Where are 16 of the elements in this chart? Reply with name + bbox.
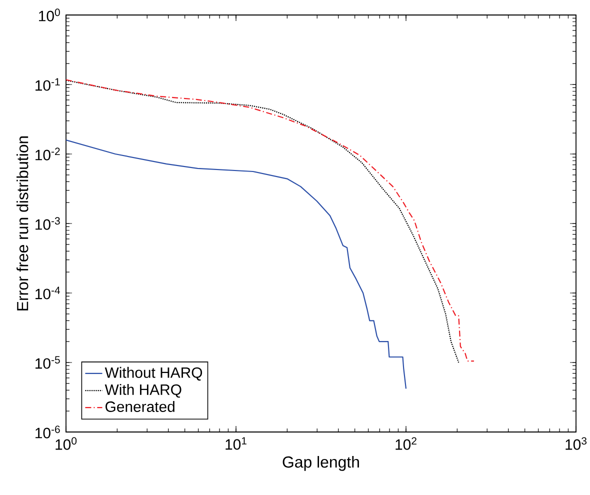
legend-label: Generated	[106, 401, 174, 412]
x-axis-title: Gap length	[282, 456, 359, 471]
x-tick-label: 10$^{0}$	[56, 437, 77, 450]
x-tick-label: 10$^{3}$	[566, 437, 587, 450]
y-tick-label: 10$^{-2}$	[36, 148, 60, 160]
y-tick-label: 10$^{-5}$	[36, 356, 60, 369]
y-axis-title: Error free run distribution	[16, 136, 28, 310]
y-tick-label: 10$^{-3}$	[36, 217, 60, 230]
legend-label: Without HARQ	[104, 366, 202, 381]
y-tick-label: 10$^{0}$	[39, 8, 60, 22]
y-tick-label: 10$^{-6}$	[36, 426, 60, 438]
legend-label: With HARQ	[104, 384, 182, 398]
y-tick-label: 10$^{-4}$	[36, 286, 60, 300]
y-tick-label: 10$^{-1}$	[36, 78, 60, 91]
x-tick-label: 10$^{1}$	[226, 437, 246, 450]
x-tick-label: 10$^{2}$	[396, 437, 416, 450]
